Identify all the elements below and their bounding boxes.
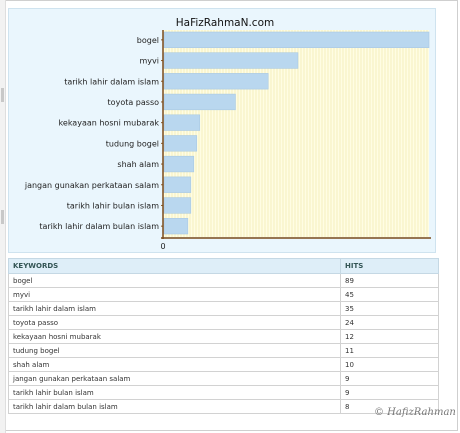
keyword-cell: myvi [8, 287, 341, 302]
hits-cell: 12 [340, 329, 439, 344]
keyword-cell: tarikh lahir dalam islam [8, 301, 341, 316]
hits-cell: 9 [340, 371, 439, 386]
hits-cell: 45 [340, 287, 439, 302]
keyword-cell: tudung bogel [8, 343, 341, 358]
keyword-cell: tarikh lahir bulan islam [8, 385, 341, 400]
keywords-table: KEYWORDS HITS bogel 89 myvi 45 tarikh lahir … [8, 258, 439, 414]
hits-cell: 89 [340, 273, 439, 288]
hits-cell: 8 [340, 399, 439, 414]
left-scroll-edge [0, 0, 6, 433]
bar [163, 218, 189, 235]
keyword-cell: bogel [8, 273, 341, 288]
keyword-cell: toyota passo [8, 315, 341, 330]
bar [163, 176, 192, 193]
category-label: tarikh lahir dalam bulan islam [39, 222, 159, 231]
watermark: © HafizRahman [374, 407, 456, 418]
bar [163, 114, 201, 131]
hits-cell: 9 [340, 385, 439, 400]
bar [163, 52, 299, 69]
category-label: jangan gunakan perkataan salam [24, 181, 159, 190]
hits-cell: 24 [340, 315, 439, 330]
x-tick-label: 0 [160, 242, 165, 251]
hits-cell: 10 [340, 357, 439, 372]
category-label: toyota passo [108, 98, 160, 107]
table-row: tarikh lahir bulan islam 9 [8, 385, 439, 400]
keyword-cell: shah alam [8, 357, 341, 372]
table-row: tarikh lahir dalam islam 35 [8, 301, 439, 316]
hits-cell: 11 [340, 343, 439, 358]
bar [163, 135, 198, 152]
category-label: tudung bogel [106, 139, 159, 148]
category-label: tarikh lahir dalam islam [64, 77, 159, 86]
table-header-row: KEYWORDS HITS [8, 258, 439, 274]
scroll-nub [1, 88, 4, 102]
category-label: shah alam [117, 160, 159, 169]
bar [163, 155, 195, 173]
chart-title: HaFizRahmaN.com [176, 17, 274, 29]
bar [163, 31, 430, 48]
category-label: kekayaan hosni mubarak [59, 119, 160, 128]
scroll-nub [1, 210, 4, 224]
keyword-hits-chart: bogel myvi tarikh lahir dalam islam toyota … [24, 17, 431, 251]
keywords-column-header: KEYWORDS [8, 258, 341, 274]
bar [163, 197, 192, 214]
hits-column-header: HITS [340, 258, 439, 274]
bar [163, 93, 236, 111]
keyword-cell: kekayaan hosni mubarak [8, 329, 341, 344]
category-label: bogel [137, 36, 159, 45]
table-row: bogel 89 [8, 273, 439, 288]
table-row: toyota passo 24 [8, 315, 439, 330]
keyword-cell: jangan gunakan perkataan salam [8, 371, 341, 386]
hits-cell: 35 [340, 301, 439, 316]
table-row: kekayaan hosni mubarak 12 [8, 329, 439, 344]
table-row: jangan gunakan perkataan salam 9 [8, 371, 439, 386]
keyword-cell: tarikh lahir dalam bulan islam [8, 399, 341, 414]
category-label: myvi [140, 57, 159, 66]
table-row: tudung bogel 11 [8, 343, 439, 358]
category-label: tarikh lahir bulan islam [67, 201, 159, 210]
table-row: tarikh lahir dalam bulan islam 8 [8, 399, 439, 414]
table-row: shah alam 10 [8, 357, 439, 372]
table-row: myvi 45 [8, 287, 439, 302]
bar [163, 73, 269, 90]
